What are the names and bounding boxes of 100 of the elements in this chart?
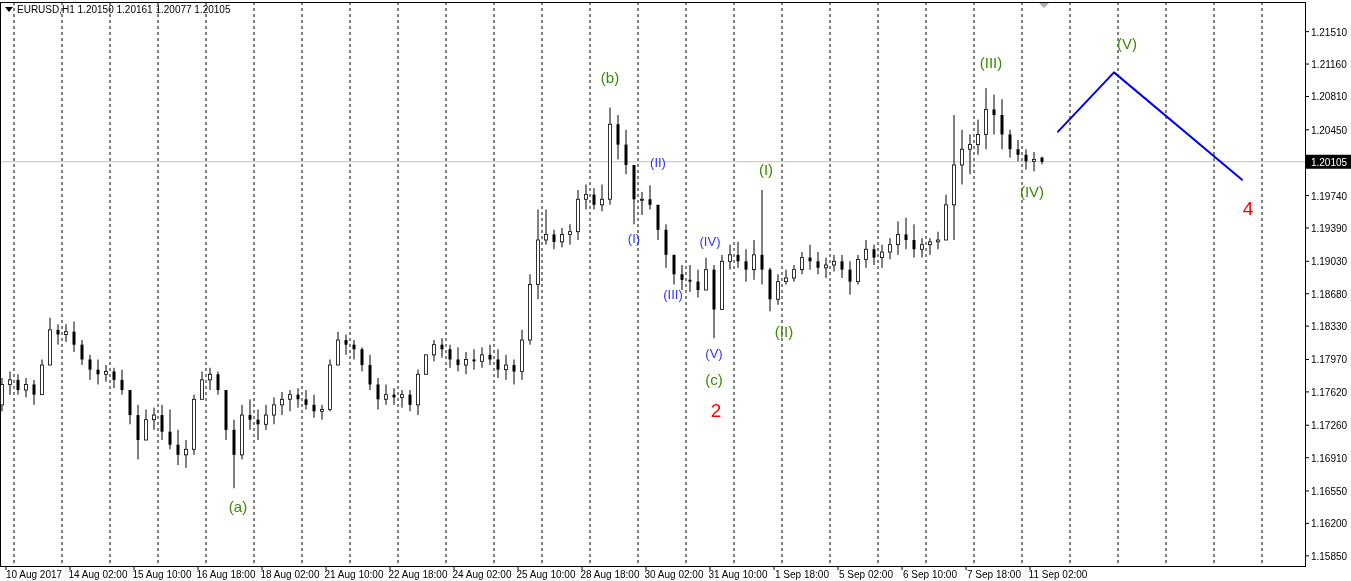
x-tick-label: 16 Aug 18:00 — [196, 569, 256, 580]
x-tick-label: 21 Aug 10:00 — [324, 569, 384, 580]
candlestick — [800, 251, 804, 275]
candlestick — [600, 183, 604, 212]
annotation: (c) — [705, 371, 723, 389]
candlestick — [408, 389, 412, 412]
candlestick — [496, 348, 500, 379]
candlestick — [1000, 98, 1004, 150]
candlestick — [560, 227, 564, 248]
candlestick — [936, 231, 940, 250]
candlestick — [736, 241, 740, 269]
y-tick-label: 1.20810 — [1310, 91, 1348, 103]
y-tick-label: 1.21510 — [1310, 26, 1348, 38]
y-tick-label: 1.16550 — [1310, 485, 1348, 497]
candlestick — [568, 223, 572, 246]
candlestick — [592, 187, 596, 210]
x-tick-label: 25 Aug 10:00 — [516, 569, 576, 580]
candlestick — [160, 404, 164, 441]
candlestick — [464, 351, 468, 375]
candlestick — [376, 377, 380, 410]
annotation: (IV) — [699, 233, 721, 249]
candlestick — [80, 339, 84, 366]
candlestick — [472, 348, 476, 371]
candlestick — [32, 379, 36, 406]
candlestick — [112, 367, 116, 389]
chart-title: EURUSD,H1 1.20150 1.20161 1.20077 1.20105 — [17, 4, 231, 15]
x-tick-label: 10 Aug 2017 — [5, 569, 63, 580]
candlestick — [72, 321, 76, 353]
candlestick — [280, 391, 284, 416]
x-tick-label: 5 Sep 02:00 — [839, 569, 894, 580]
x-tick-label: 1 Sep 18:00 — [775, 569, 830, 580]
candlestick — [424, 354, 428, 375]
y-tick-label: 1.18330 — [1310, 321, 1348, 333]
y-tick-label: 1.16910 — [1310, 452, 1348, 464]
candlestick — [1032, 151, 1036, 172]
candlestick — [504, 354, 508, 381]
x-tick-label: 7 Sep 18:00 — [967, 569, 1022, 580]
y-tick-label: 1.17620 — [1310, 386, 1348, 398]
candlestick — [448, 344, 452, 369]
x-tick-label: 30 Aug 02:00 — [644, 569, 704, 580]
y-tick-label: 1.15850 — [1310, 550, 1348, 562]
annotation: (II) — [650, 154, 666, 170]
annotation: (V) — [705, 345, 723, 361]
y-tick-label: 1.17970 — [1310, 354, 1348, 366]
y-tick-label: 1.16200 — [1310, 518, 1348, 530]
candlestick — [24, 377, 28, 398]
candlestick — [320, 404, 324, 421]
candlestick — [384, 383, 388, 406]
candlestick — [216, 371, 220, 396]
x-tick-label: 15 Aug 10:00 — [132, 569, 192, 580]
x-tick-label: 18 Aug 02:00 — [260, 569, 320, 580]
candlestick — [752, 239, 756, 281]
candlestick — [312, 394, 316, 419]
y-tick-label: 1.18680 — [1310, 288, 1348, 300]
annotation: (III) — [663, 286, 683, 302]
annotation: (I) — [758, 161, 774, 179]
annotation: (b) — [600, 69, 620, 87]
candlestick — [1024, 148, 1028, 171]
candlestick — [304, 389, 308, 410]
candlestick — [184, 439, 188, 469]
candlestick — [432, 339, 436, 362]
x-tick-label: 24 Aug 02:00 — [452, 569, 512, 580]
x-tick-label: 14 Aug 02:00 — [68, 569, 128, 580]
candlestick — [960, 129, 964, 185]
x-tick-label: 28 Aug 18:00 — [580, 569, 640, 580]
candlestick — [456, 346, 460, 373]
candlestick — [88, 354, 92, 381]
annotation: 4 — [1242, 197, 1254, 219]
candlestick — [840, 254, 844, 279]
candlestick — [176, 429, 180, 466]
annotation: (V) — [1117, 35, 1137, 53]
candlestick — [696, 269, 700, 298]
candlestick — [144, 408, 148, 441]
y-tick-label: 1.19030 — [1310, 256, 1348, 268]
x-tick-label: 11 Sep 02:00 — [1028, 569, 1088, 580]
candlestick — [688, 264, 692, 293]
ref-line-label: 1.20105 — [1310, 156, 1348, 168]
candlestick — [856, 254, 860, 285]
y-tick-label: 1.20450 — [1310, 124, 1348, 136]
candlestick — [896, 220, 900, 256]
y-tick-label: 1.19740 — [1310, 190, 1348, 202]
candlestick — [904, 217, 908, 250]
annotation: (a) — [228, 498, 248, 516]
annotation: (I) — [627, 230, 641, 246]
candlestick — [360, 346, 364, 373]
y-tick-label: 1.17260 — [1310, 420, 1348, 432]
candlestick — [648, 184, 652, 210]
candlestick — [16, 373, 20, 396]
x-tick-label: 31 Aug 10:00 — [708, 569, 768, 580]
candlestick — [760, 189, 764, 285]
candlestick — [120, 369, 124, 396]
candlestick — [848, 260, 852, 296]
candlestick — [480, 346, 484, 369]
y-tick-label: 1.21160 — [1311, 59, 1348, 71]
candlestick — [704, 257, 708, 291]
candlestick — [168, 408, 172, 450]
candlestick — [888, 237, 892, 260]
candlestick — [264, 404, 268, 431]
candlestick — [512, 358, 516, 385]
candlestick — [864, 239, 868, 269]
